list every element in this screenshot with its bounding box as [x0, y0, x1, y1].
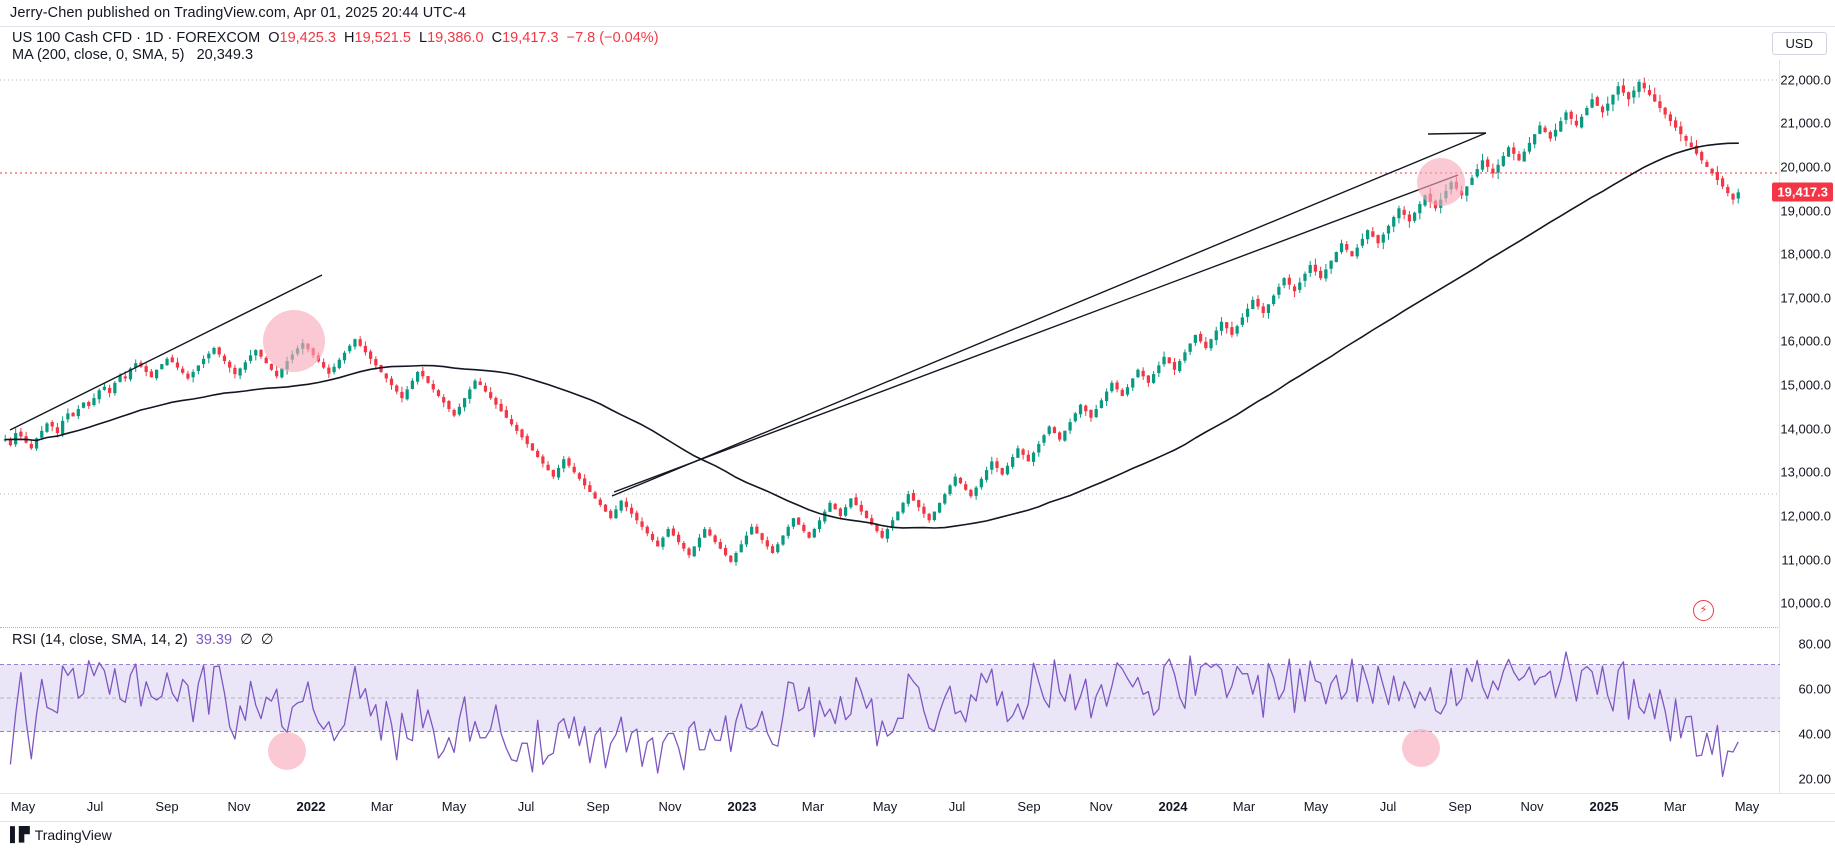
- time-tick-jul-7: Jul: [517, 799, 535, 814]
- time-tick-may-12: May: [872, 799, 898, 814]
- price-tick-22000: 22,000.0: [1780, 72, 1831, 88]
- price-gridlines: [0, 79, 1780, 495]
- time-tick-nov-21: Nov: [1520, 799, 1544, 814]
- rsi-indicator-label[interactable]: RSI (14, close, SMA, 14, 2): [12, 632, 188, 648]
- highlight-2025-breakdown[interactable]: [1417, 158, 1465, 206]
- ohlc-open: O19,425.3: [268, 30, 336, 46]
- time-tick-may-6: May: [441, 799, 467, 814]
- price-tick-20000: 20,000.0: [1780, 159, 1831, 175]
- rsi-chart-pane[interactable]: RSI (14, close, SMA, 14, 2) 39.39 ∅ ∅: [0, 630, 1780, 793]
- upper-trendline-2021[interactable]: [9, 274, 323, 431]
- time-tick-may-24: May: [1734, 799, 1760, 814]
- rsi-highlight-2025[interactable]: [1402, 729, 1440, 767]
- time-tick-mar-11: Mar: [801, 799, 825, 814]
- time-tick-2025-22: 2025: [1589, 799, 1619, 814]
- legend-price-row: US 100 Cash CFD · 1D · FOREXCOM O19,425.…: [12, 30, 659, 47]
- time-axis[interactable]: May Jul Sep Nov 2022 Mar May Jul Sep Nov 2023 Mar Ma…: [0, 793, 1835, 822]
- time-tick-2022-4: 2022: [296, 799, 326, 814]
- time-tick-may-18: May: [1303, 799, 1329, 814]
- rsi-axis[interactable]: 80.00 60.00 40.00 20.00: [1780, 630, 1835, 793]
- time-tick-mar-23: Mar: [1663, 799, 1687, 814]
- rsi-legend: RSI (14, close, SMA, 14, 2) 39.39 ∅ ∅: [12, 632, 273, 648]
- rsi-indicator-value: 39.39: [195, 632, 233, 648]
- tradingview-mark-icon: ▌▛: [10, 826, 30, 842]
- rsi-chart-svg: [0, 651, 1780, 778]
- rsi-extra-1: ∅: [240, 632, 253, 648]
- rsi-extra-2: ∅: [260, 632, 274, 648]
- time-tick-nov-3: Nov: [227, 799, 251, 814]
- resistance-break-level[interactable]: [1427, 132, 1487, 135]
- currency-badge[interactable]: USD: [1771, 32, 1827, 55]
- ma-indicator-label[interactable]: MA (200, close, 0, SMA, 5): [12, 47, 185, 63]
- lower-trendline-2022[interactable]: [611, 132, 1487, 497]
- price-tick-15000: 15,000.0: [1780, 377, 1831, 393]
- time-tick-mar-17: Mar: [1232, 799, 1256, 814]
- current-price-tag: 19,417.3: [1772, 182, 1833, 202]
- replay-icon[interactable]: ⚡: [1693, 600, 1714, 621]
- ma-indicator-value: 20,349.3: [196, 47, 254, 63]
- support-trendline-2022-2025[interactable]: [613, 174, 1459, 493]
- rsi-tick-60: 60.00: [1798, 681, 1831, 697]
- tradingview-brand-label: TradingView: [34, 826, 112, 843]
- axis-vertical-divider: [1779, 60, 1780, 793]
- price-tick-14000: 14,000.0: [1780, 421, 1831, 437]
- price-tick-17000: 17,000.0: [1780, 290, 1831, 306]
- price-tick-21000: 21,000.0: [1780, 115, 1831, 131]
- time-tick-jul-19: Jul: [1379, 799, 1397, 814]
- price-change: −7.8 (−0.04%): [566, 30, 659, 46]
- header-divider: [0, 26, 1835, 27]
- time-tick-mar-5: Mar: [370, 799, 394, 814]
- price-tick-12000: 12,000.0: [1780, 508, 1831, 524]
- price-tick-18000: 18,000.0: [1780, 246, 1831, 262]
- symbol-label[interactable]: US 100 Cash CFD · 1D · FOREXCOM: [12, 30, 261, 46]
- time-tick-may-0: May: [10, 799, 36, 814]
- ohlc-close: C19,417.3: [491, 30, 559, 46]
- time-tick-nov-9: Nov: [658, 799, 682, 814]
- price-tick-16000: 16,000.0: [1780, 333, 1831, 349]
- rsi-line: [9, 651, 1739, 778]
- time-tick-jul-13: Jul: [948, 799, 966, 814]
- time-tick-2024-16: 2024: [1158, 799, 1188, 814]
- time-tick-nov-15: Nov: [1089, 799, 1113, 814]
- time-tick-sep-2: Sep: [155, 799, 179, 814]
- tradingview-logo[interactable]: ▌▛ TradingView: [10, 826, 112, 843]
- chart-legend: US 100 Cash CFD · 1D · FOREXCOM O19,425.…: [12, 30, 659, 64]
- rsi-tick-80: 80.00: [1798, 636, 1831, 652]
- time-tick-2023-10: 2023: [727, 799, 757, 814]
- rsi-highlight-2022[interactable]: [268, 732, 306, 770]
- time-tick-sep-14: Sep: [1017, 799, 1041, 814]
- ohlc-high: H19,521.5: [344, 30, 411, 46]
- time-tick-jul-1: Jul: [86, 799, 104, 814]
- rsi-tick-40: 40.00: [1798, 726, 1831, 742]
- footer-divider: [0, 821, 1835, 822]
- price-tick-11000: 11,000.0: [1781, 552, 1831, 568]
- highlight-2022-breakdown[interactable]: [263, 310, 325, 372]
- pane-separator[interactable]: [0, 627, 1780, 628]
- publisher-attribution: Jerry-Chen published on TradingView.com,…: [10, 5, 466, 21]
- time-tick-sep-8: Sep: [586, 799, 610, 814]
- price-chart-svg: [0, 77, 1780, 566]
- ma-200-line: [4, 142, 1739, 529]
- legend-ma-row: MA (200, close, 0, SMA, 5) 20,349.3: [12, 47, 659, 64]
- candlestick-series: [3, 77, 1740, 566]
- ohlc-low: L19,386.0: [419, 30, 484, 46]
- price-axis[interactable]: 22,000.0 21,000.0 20,000.0 19,000.0 18,000.0…: [1780, 60, 1835, 625]
- price-tick-13000: 13,000.0: [1780, 464, 1831, 480]
- price-tick-10000: 10,000.0: [1780, 595, 1831, 611]
- rsi-tick-20: 20.00: [1798, 771, 1831, 787]
- price-chart-pane[interactable]: [0, 60, 1780, 625]
- time-tick-sep-20: Sep: [1448, 799, 1472, 814]
- price-tick-19000: 19,000.0: [1780, 203, 1831, 219]
